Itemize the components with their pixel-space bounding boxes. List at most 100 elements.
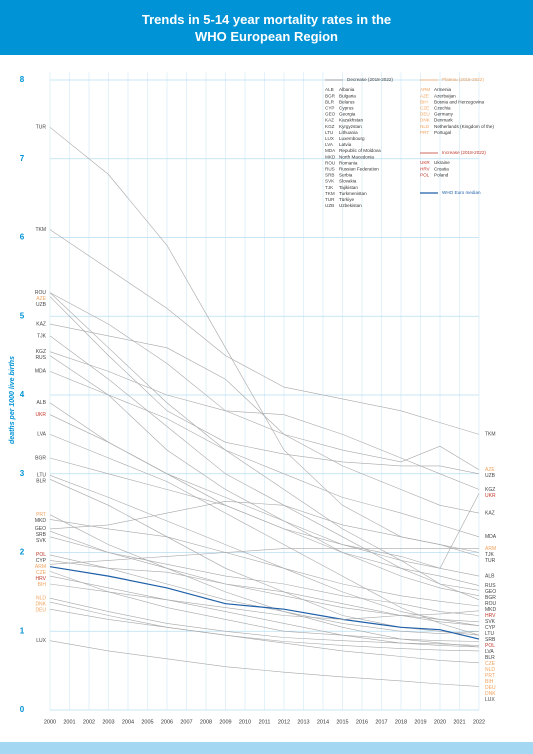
series-label: ROU <box>485 601 497 607</box>
country-line <box>49 640 480 687</box>
y-tick-label: 3 <box>20 469 25 478</box>
legend-name: Türkiye <box>339 197 355 202</box>
legend-code: POL <box>420 172 430 177</box>
series-label: MKD <box>35 518 47 524</box>
legend-name: Netherlands (Kingdom of the) <box>434 124 494 129</box>
legend-code: ROU <box>325 160 335 165</box>
legend-name: Armenia <box>434 87 452 92</box>
series-label: TUR <box>485 558 496 564</box>
series-label: MDA <box>35 369 47 375</box>
x-tick-label: 2013 <box>297 719 309 725</box>
legend-name: Cyprus <box>339 106 354 111</box>
country-line <box>49 571 480 642</box>
series-label: LUX <box>36 638 46 644</box>
series-label: ALB <box>485 573 495 579</box>
legend-title: WHO Euro median <box>442 190 481 195</box>
series-label: LVA <box>485 649 494 655</box>
series-label: BLR <box>485 655 495 661</box>
series-label: UKR <box>35 412 46 418</box>
country-line <box>49 530 480 626</box>
series-label: HRV <box>485 613 496 619</box>
x-tick-label: 2011 <box>259 719 271 725</box>
header: Trends in 5-14 year mortality rates in t… <box>0 0 533 55</box>
x-tick-label: 2019 <box>414 719 426 725</box>
series-label: CYP <box>36 558 47 564</box>
series-label: NLD <box>485 667 495 673</box>
legend-code: PRT <box>420 130 429 135</box>
series-label: BGR <box>485 595 496 601</box>
country-line <box>49 554 480 634</box>
x-tick-label: 2016 <box>356 719 368 725</box>
country-line <box>49 323 480 514</box>
x-tick-label: 2020 <box>434 719 446 725</box>
legend-code: UKR <box>420 160 430 165</box>
series-label: KGZ <box>485 487 495 493</box>
y-tick-label: 7 <box>20 154 25 163</box>
country-line <box>49 296 480 475</box>
legend-code: TJK <box>325 185 334 190</box>
y-axis-label: deaths per 1000 live births <box>9 356 16 444</box>
series-label: LTU <box>485 631 494 637</box>
country-line <box>49 457 480 597</box>
legend-code: BGR <box>325 93 336 98</box>
legend-code: CYP <box>325 106 334 111</box>
legend-name: Tajikistan <box>339 185 358 190</box>
x-tick-label: 2003 <box>102 719 114 725</box>
country-line <box>49 601 480 664</box>
series-label: ARM <box>485 546 496 552</box>
x-tick-label: 2007 <box>180 719 192 725</box>
country-line <box>49 536 480 616</box>
country-line <box>49 229 480 435</box>
country-line <box>49 548 479 565</box>
legend-title: Plateau (2018-2022) <box>442 77 484 82</box>
y-tick-label: 0 <box>20 705 25 714</box>
country-line <box>49 519 480 607</box>
x-tick-label: 2004 <box>122 719 134 725</box>
country-line <box>49 583 480 648</box>
series-label: KGZ <box>36 349 46 355</box>
legend-code: DNK <box>420 118 431 123</box>
series-label: MDA <box>485 534 497 540</box>
series-label: RUS <box>35 355 46 361</box>
legend-name: Denmark <box>434 118 453 123</box>
legend-name: Belarus <box>339 99 355 104</box>
legend-code: BLR <box>325 99 335 104</box>
legend-name: Czechia <box>434 106 451 111</box>
y-tick-label: 4 <box>20 390 25 399</box>
legend-code: CZE <box>420 106 429 111</box>
legend-name: Bosnia and Herzegovina <box>434 99 484 104</box>
series-label: CYP <box>485 625 496 631</box>
y-tick-label: 1 <box>20 626 25 635</box>
series-label: BLR <box>36 479 46 485</box>
legend-code: LUX <box>325 136 334 141</box>
series-label: CZE <box>485 661 496 667</box>
series-label: AZE <box>485 467 495 473</box>
legend-name: Lithuania <box>339 130 358 135</box>
legend-name: Latvia <box>339 142 352 147</box>
legend-code: GEO <box>325 112 336 117</box>
legend-name: Serbia <box>339 173 353 178</box>
legend-title: Decrease (2018-2022) <box>347 77 393 82</box>
series-label: KAZ <box>485 510 495 516</box>
legend-code: UZB <box>325 203 334 208</box>
legend-code: LTU <box>325 130 333 135</box>
legend-name: Uzbekistan <box>339 203 362 208</box>
series-label: TKM <box>485 432 496 438</box>
legend-code: AZE <box>420 93 429 98</box>
country-line <box>49 560 480 623</box>
legend-name: Romania <box>339 160 358 165</box>
series-label: TJK <box>485 552 495 558</box>
series-label: BGR <box>35 455 46 461</box>
legend-code: KAZ <box>325 118 334 123</box>
series-label: AZE <box>36 296 46 302</box>
series-label: SVK <box>36 538 47 544</box>
legend-name: Bulgaria <box>339 93 356 98</box>
series-label: UKR <box>485 493 496 499</box>
legend-code: MDA <box>325 148 336 153</box>
series-label: ALB <box>37 400 47 406</box>
legend-code: KGZ <box>325 124 335 129</box>
series-label: LUX <box>485 697 495 703</box>
series-label: KAZ <box>36 321 46 327</box>
series-label: PRT <box>36 512 46 518</box>
